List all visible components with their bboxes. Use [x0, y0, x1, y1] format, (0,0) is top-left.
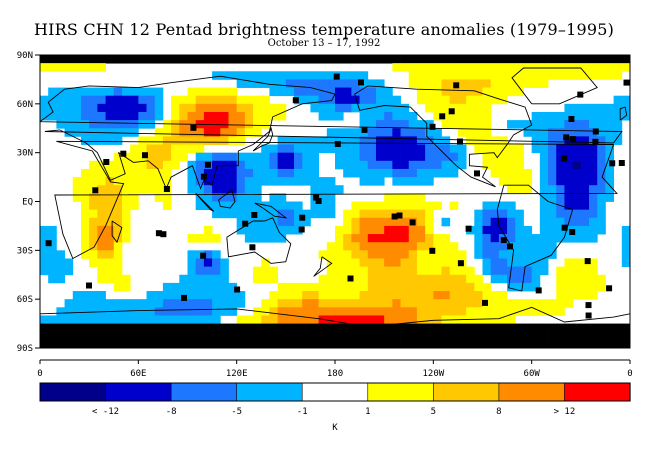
colorbar-label: 1 [365, 407, 370, 417]
lon-tick-label: 60W [524, 369, 541, 379]
lon-tick-label: 180 [327, 369, 343, 379]
map-title: HIRS CHN 12 Pentad brightness temperatur… [33, 20, 615, 39]
lat-tick-label: 30N [17, 149, 33, 159]
colorbar: < -12 -8 -5 -1 1 5 8 > 12 [39, 382, 631, 417]
lat-tick-label: 60N [17, 100, 33, 110]
lon-tick-label: 60E [130, 369, 146, 379]
colorbar-segment [301, 382, 369, 402]
colorbar-segment [564, 382, 631, 402]
anomaly-field [40, 55, 630, 348]
lat-tick-label: 60S [17, 295, 33, 305]
lon-tick-label: 120E [226, 369, 248, 379]
coastlines [40, 67, 630, 328]
latitude-axis: 90N 60N 30N EQ 30S 60S 90S [17, 51, 40, 354]
lon-tick-label: 0 [37, 369, 42, 379]
lat-tick-label: 90N [17, 51, 33, 61]
lat-tick-label: 30S [17, 246, 33, 256]
colorbar-label: 5 [431, 407, 436, 417]
map-subtitle: October 13 – 17, 1992 [267, 38, 381, 49]
colorbar-label: -5 [231, 407, 242, 417]
colorbar-label: 8 [496, 407, 501, 417]
colorbar-segment [498, 382, 566, 402]
lat-tick-label: 90S [17, 344, 33, 354]
colorbar-segment [236, 382, 303, 402]
longitude-axis: 0 60E 120E 180 120W 60W 0 [37, 359, 633, 379]
colorbar-label: -8 [166, 407, 177, 417]
colorbar-segment [170, 382, 238, 402]
colorbar-label: -1 [297, 407, 308, 417]
colorbar-label: > 12 [554, 407, 576, 417]
lat-tick-label: EQ [22, 198, 33, 208]
lon-tick-label: 0 [627, 369, 632, 379]
colorbar-unit: K [332, 423, 338, 433]
colorbar-segment [105, 382, 172, 402]
lon-tick-label: 120W [422, 369, 444, 379]
colorbar-segment [433, 382, 500, 402]
colorbar-segment [39, 382, 107, 402]
colorbar-segment [367, 382, 434, 402]
colorbar-label: < -12 [92, 407, 119, 417]
